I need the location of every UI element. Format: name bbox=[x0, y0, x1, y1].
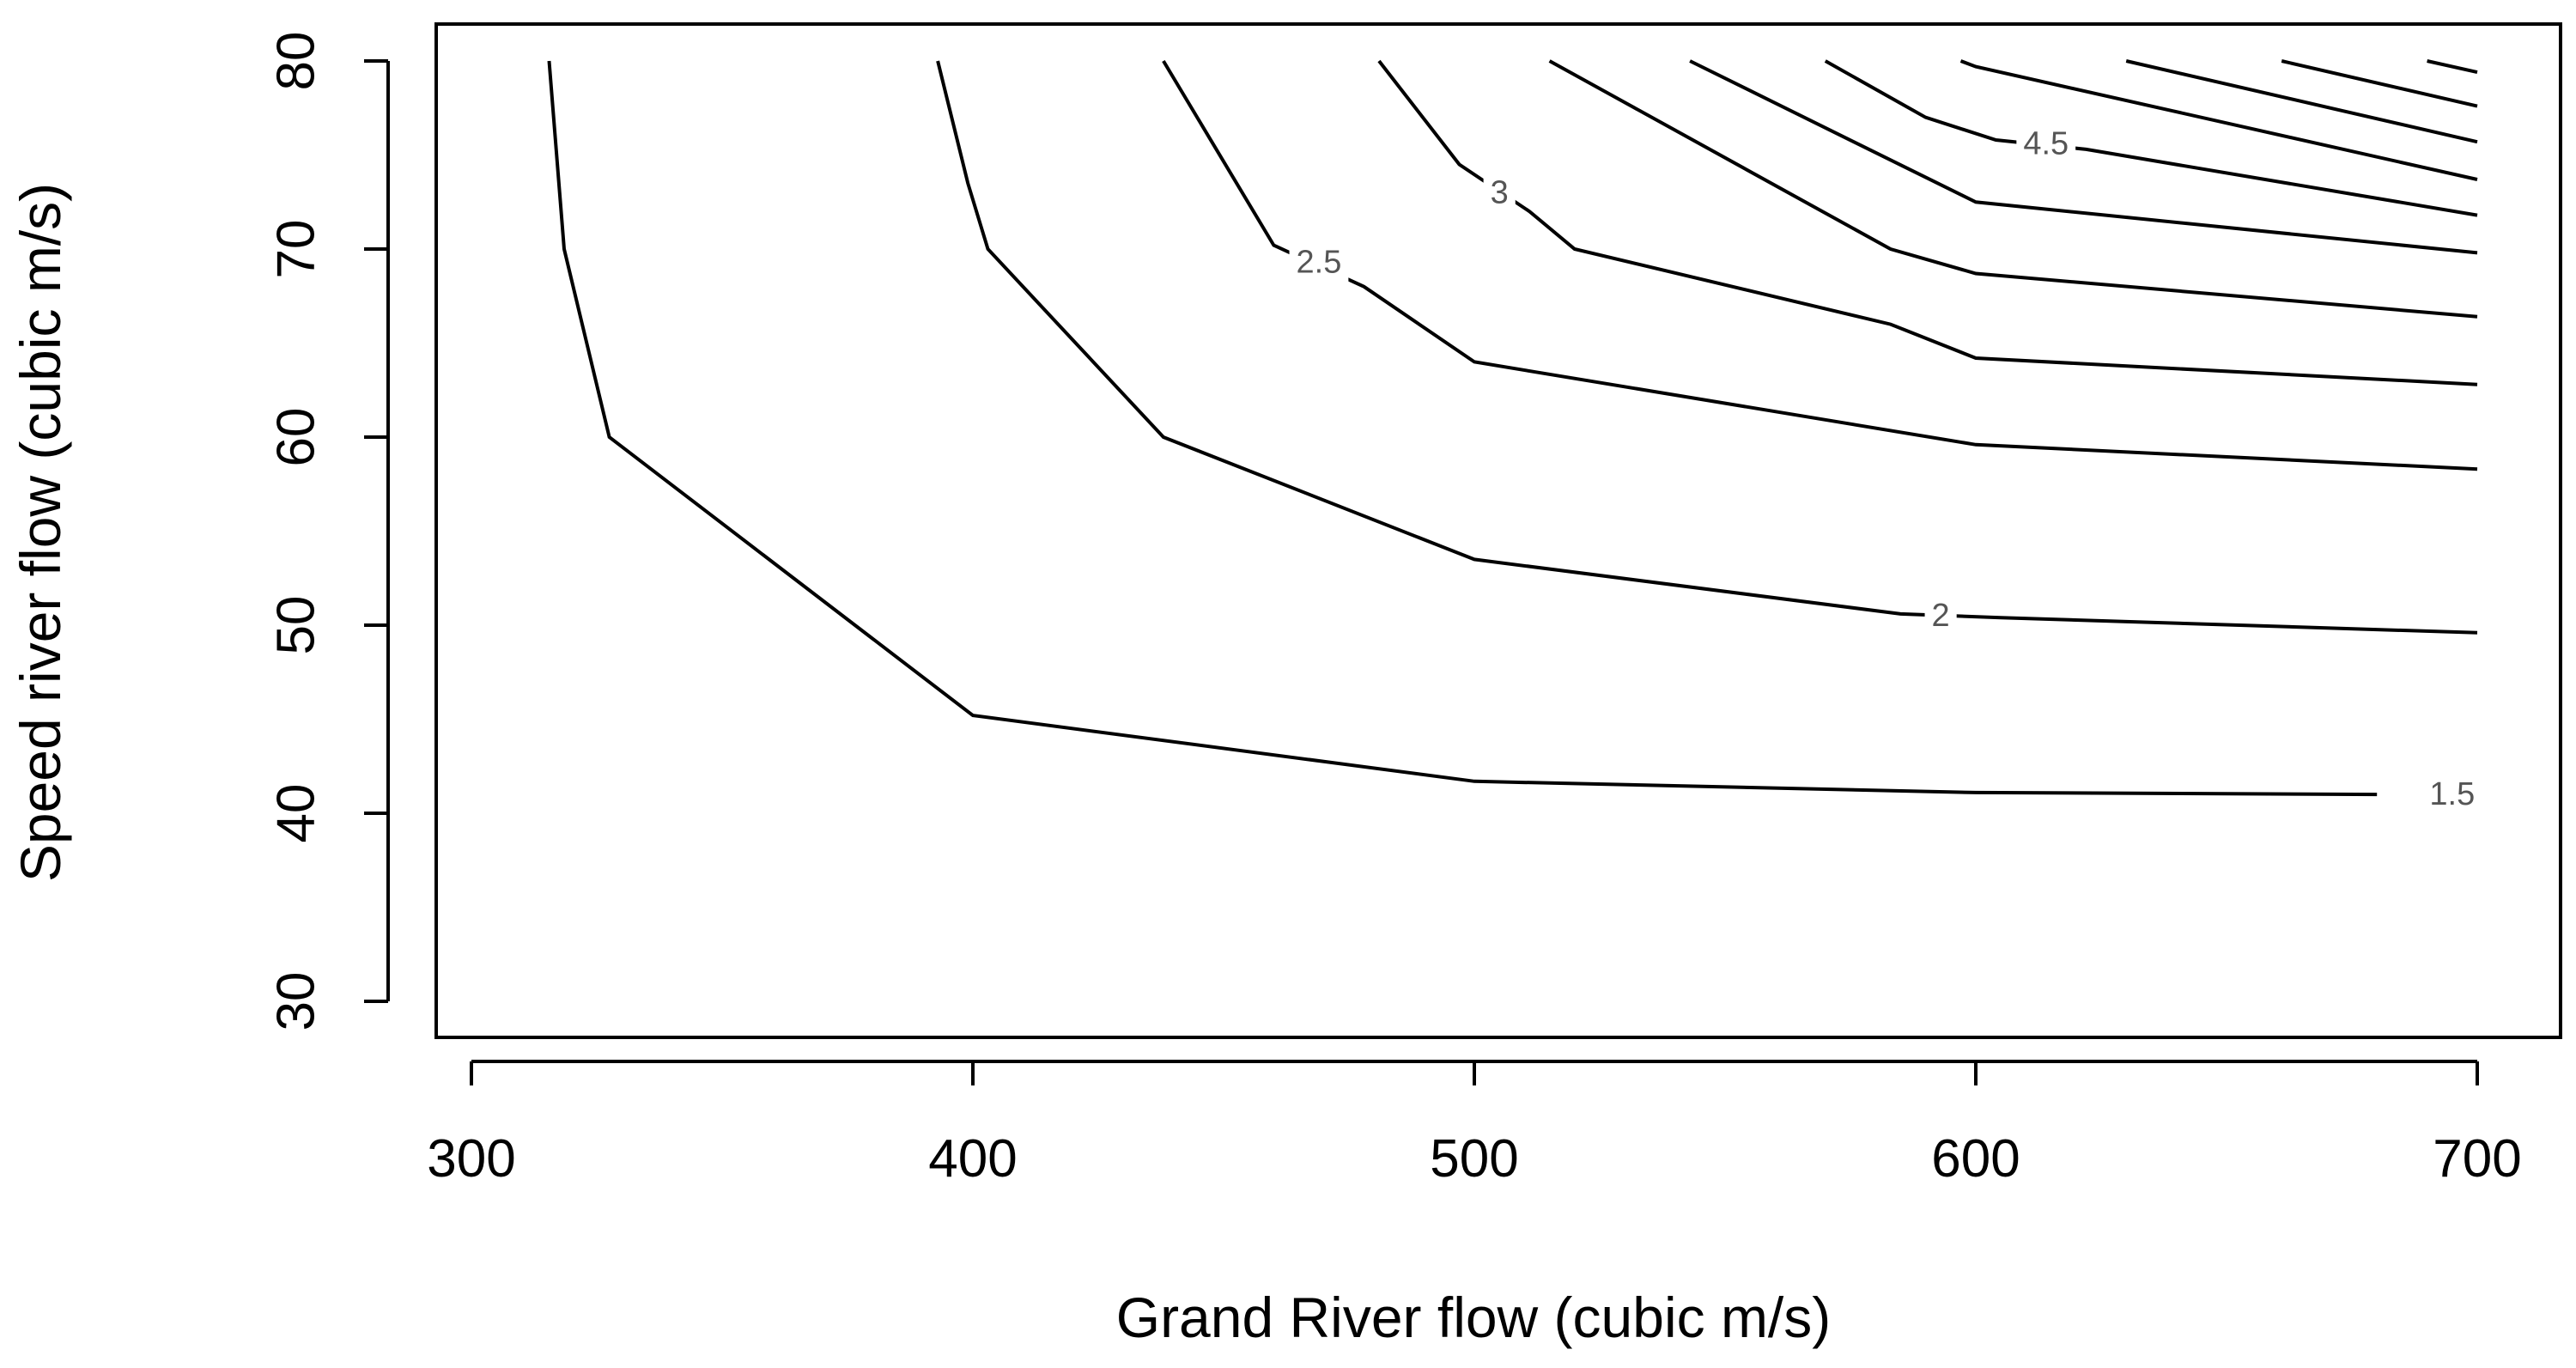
contour-label-gap bbox=[1483, 171, 1516, 215]
contour-label-3: 3 bbox=[1491, 174, 1509, 210]
x-axis-ticks: 300 400 500 600 700 bbox=[427, 1061, 2522, 1189]
contour-line-4 bbox=[1689, 59, 2478, 255]
contour-line-5-5 bbox=[2125, 59, 2478, 144]
contour-label-1-5: 1.5 bbox=[2429, 776, 2475, 812]
contour-line-2 bbox=[936, 60, 2478, 635]
contour-label-gap bbox=[1924, 594, 1957, 638]
y-axis-ticks: 30 40 50 60 70 80 bbox=[267, 32, 388, 1031]
contour-label-gap bbox=[2016, 122, 2076, 166]
plot-frame bbox=[434, 22, 2562, 1039]
x-tick-label: 400 bbox=[928, 1129, 1017, 1189]
contour-line-4-5 bbox=[1824, 59, 2478, 217]
y-axis: 30 40 50 60 70 80 Speed river flow (cubic m/s… bbox=[9, 32, 390, 1031]
x-tick-label: 300 bbox=[427, 1129, 515, 1189]
contour-line-1-5 bbox=[547, 60, 2378, 797]
y-tick-label: 80 bbox=[267, 32, 326, 91]
contour-line-6-5 bbox=[2427, 59, 2478, 75]
contour-labels: 1.5 2 2.5 3 4.5 bbox=[1289, 122, 2482, 817]
contour-line-2-5 bbox=[1162, 59, 2478, 471]
y-axis-title: Speed river flow (cubic m/s) bbox=[9, 183, 72, 882]
x-tick-label: 700 bbox=[2433, 1129, 2521, 1189]
x-tick-label: 500 bbox=[1430, 1129, 1518, 1189]
contour-label-gap bbox=[1289, 240, 1349, 284]
contour-lines bbox=[547, 59, 2478, 797]
x-axis: 300 400 500 600 700 Grand River flow (cubic … bbox=[427, 1060, 2522, 1349]
y-tick-label: 40 bbox=[267, 784, 326, 843]
y-tick-label: 70 bbox=[267, 220, 326, 279]
contour-label-4-5: 4.5 bbox=[2023, 125, 2069, 161]
contour-line-3 bbox=[1377, 59, 2478, 386]
y-tick-label: 60 bbox=[267, 408, 326, 467]
y-tick-label: 30 bbox=[267, 972, 326, 1031]
y-tick-label: 50 bbox=[267, 596, 326, 655]
x-axis-title: Grand River flow (cubic m/s) bbox=[1116, 1286, 1832, 1349]
contour-line-6 bbox=[2281, 59, 2478, 108]
contour-label-2: 2 bbox=[1932, 598, 1950, 634]
x-tick-label: 600 bbox=[1931, 1129, 2020, 1189]
contour-label-gap bbox=[2422, 773, 2482, 817]
contour-line-5 bbox=[1959, 59, 2478, 181]
contour-line-3-5 bbox=[1548, 59, 2478, 319]
contour-label-2-5: 2.5 bbox=[1297, 244, 1342, 280]
